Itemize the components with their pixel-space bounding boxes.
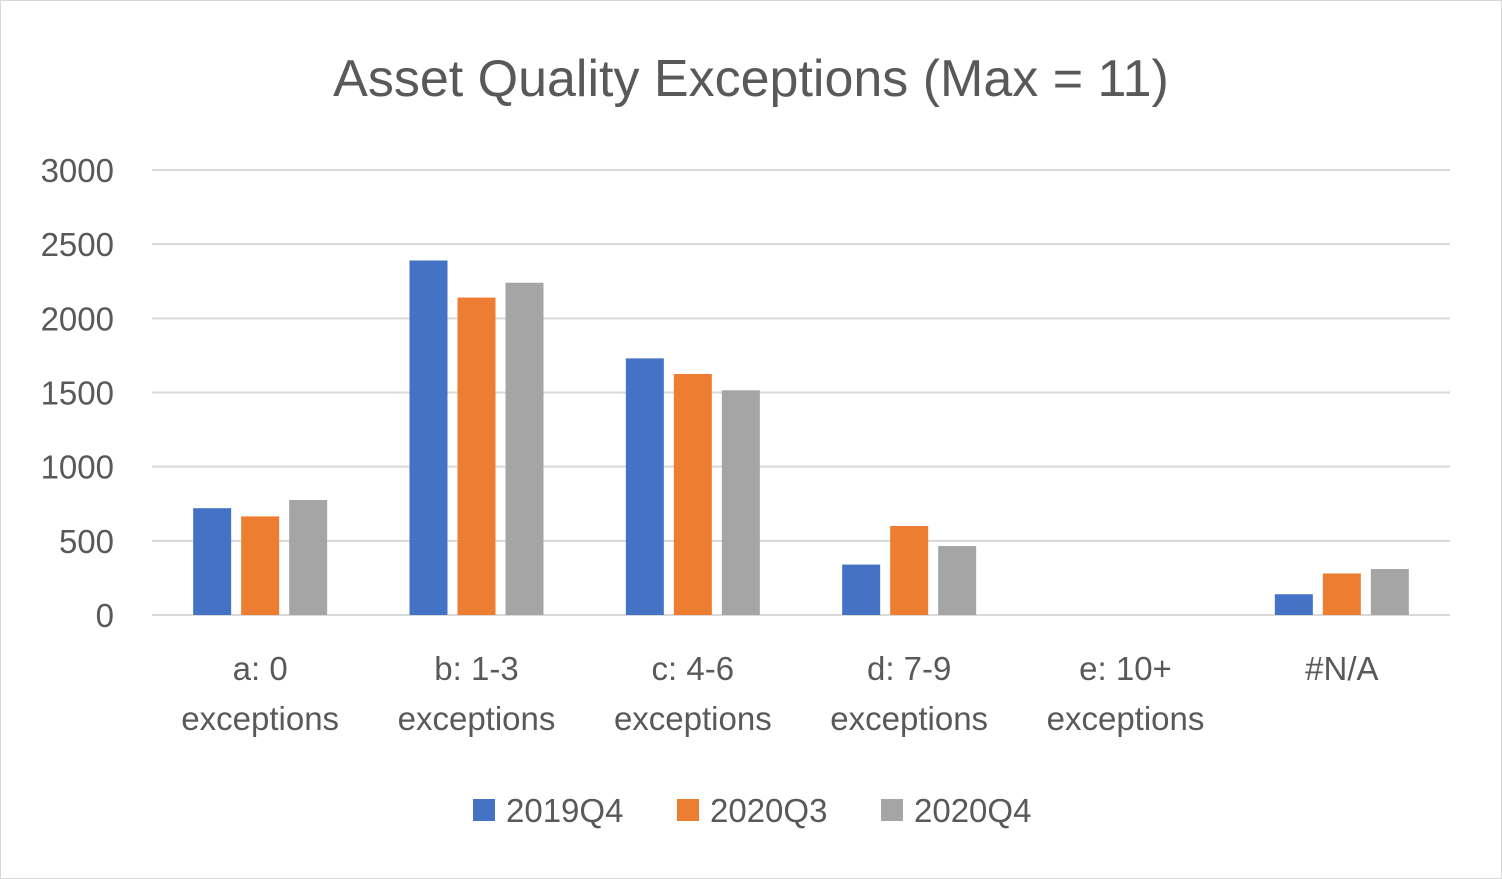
legend-swatch-2020Q4 [881, 799, 903, 821]
legend-label: 2020Q4 [914, 792, 1031, 829]
x-category-label: d: 7-9 [867, 650, 951, 687]
x-axis-categories: a: 0 exceptions b: 1-3 exceptions c: 4-6 exce… [181, 650, 1378, 737]
bar-2019Q4-cat-5 [1274, 594, 1313, 615]
x-category-label: exceptions [398, 700, 556, 737]
y-tick-label: 500 [59, 523, 114, 560]
chart-title: Asset Quality Exceptions (Max = 11) [333, 50, 1169, 108]
bar-2020Q3-cat-1 [457, 297, 496, 615]
bar-2020Q3-cat-3 [890, 526, 929, 615]
x-category-label: #N/A [1305, 650, 1378, 687]
bar-2020Q4-cat-1 [505, 282, 544, 615]
bar-2019Q4-cat-2 [625, 358, 664, 615]
legend-label: 2019Q4 [506, 792, 623, 829]
x-category-label: exceptions [1047, 700, 1205, 737]
bar-2020Q4-cat-2 [721, 390, 760, 615]
legend-swatch-2020Q3 [677, 799, 699, 821]
x-category-label: e: 10+ [1079, 650, 1172, 687]
bar-2020Q3-cat-5 [1322, 573, 1361, 615]
bar-2020Q3-cat-2 [673, 373, 712, 615]
y-tick-label: 1000 [41, 449, 114, 486]
y-tick-label: 2000 [41, 300, 114, 337]
bars [193, 260, 1409, 615]
x-category-label: exceptions [181, 700, 339, 737]
legend-swatch-2019Q4 [473, 799, 495, 821]
y-tick-label: 1500 [41, 375, 114, 412]
x-category-label: exceptions [614, 700, 772, 737]
bar-2019Q4-cat-3 [842, 564, 881, 615]
bar-2019Q4-cat-0 [193, 508, 232, 615]
x-category-label: b: 1-3 [434, 650, 518, 687]
gridlines [152, 169, 1450, 616]
y-tick-label: 3000 [41, 152, 114, 189]
y-tick-label: 0 [96, 597, 114, 634]
bar-2019Q4-cat-1 [409, 260, 448, 615]
y-tick-label: 2500 [41, 226, 114, 263]
bar-2020Q4-cat-5 [1370, 569, 1409, 615]
x-category-label: exceptions [830, 700, 988, 737]
x-category-label: a: 0 [233, 650, 288, 687]
legend: 2019Q4 2020Q3 2020Q4 [473, 792, 1031, 829]
bar-2020Q4-cat-0 [289, 500, 328, 615]
bar-2020Q4-cat-3 [938, 546, 977, 615]
y-axis-ticks: 0 500 1000 1500 2000 2500 3000 [41, 152, 114, 634]
bar-2020Q3-cat-0 [241, 516, 280, 615]
legend-label: 2020Q3 [710, 792, 827, 829]
x-category-label: c: 4-6 [652, 650, 735, 687]
